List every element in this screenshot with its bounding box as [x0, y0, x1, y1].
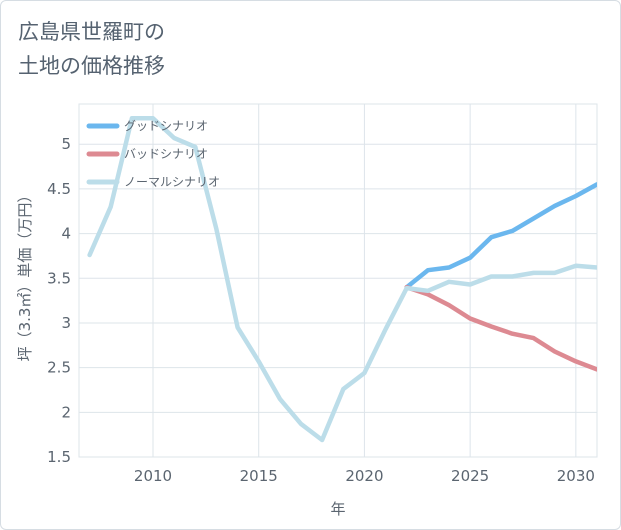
y-tick-label: 3.5 — [47, 269, 71, 287]
x-tick-label: 2030 — [557, 467, 595, 485]
x-tick-label: 2025 — [451, 467, 489, 485]
x-axis-ticks: 2010 2015 2020 2025 2030 — [134, 467, 595, 485]
y-axis-ticks: 1.5 2 2.5 3 3.5 4 4.5 5 — [47, 135, 71, 466]
x-tick-label: 2020 — [345, 467, 383, 485]
y-tick-label: 5 — [61, 135, 71, 153]
y-tick-label: 4.5 — [47, 180, 71, 198]
y-tick-label: 1.5 — [47, 448, 71, 466]
series-line-1 — [404, 284, 597, 372]
page-title: 広島県世羅町の 土地の価格推移 — [18, 15, 165, 83]
y-axis-title: 坪（3.3㎡）単価（万円） — [16, 188, 34, 362]
y-tick-label: 2 — [61, 403, 71, 421]
y-tick-label: 4 — [61, 225, 71, 243]
series-line-0 — [404, 182, 597, 290]
y-tick-label: 2.5 — [47, 359, 71, 377]
grid-lines — [79, 104, 597, 458]
title-line-1: 広島県世羅町の — [18, 20, 165, 44]
series-line-2 — [87, 116, 597, 443]
x-tick-label: 2015 — [240, 467, 278, 485]
plot-area — [78, 103, 598, 458]
x-axis-title: 年 — [330, 500, 345, 518]
series-lines — [87, 116, 597, 443]
x-tick-label: 2010 — [134, 467, 172, 485]
legend-label: グッドシナリオ — [124, 119, 208, 133]
title-line-2: 土地の価格推移 — [18, 54, 165, 78]
y-tick-label: 3 — [61, 314, 71, 332]
legend-label: バッドシナリオ — [124, 147, 208, 161]
legend-label: ノーマルシナリオ — [124, 175, 220, 189]
